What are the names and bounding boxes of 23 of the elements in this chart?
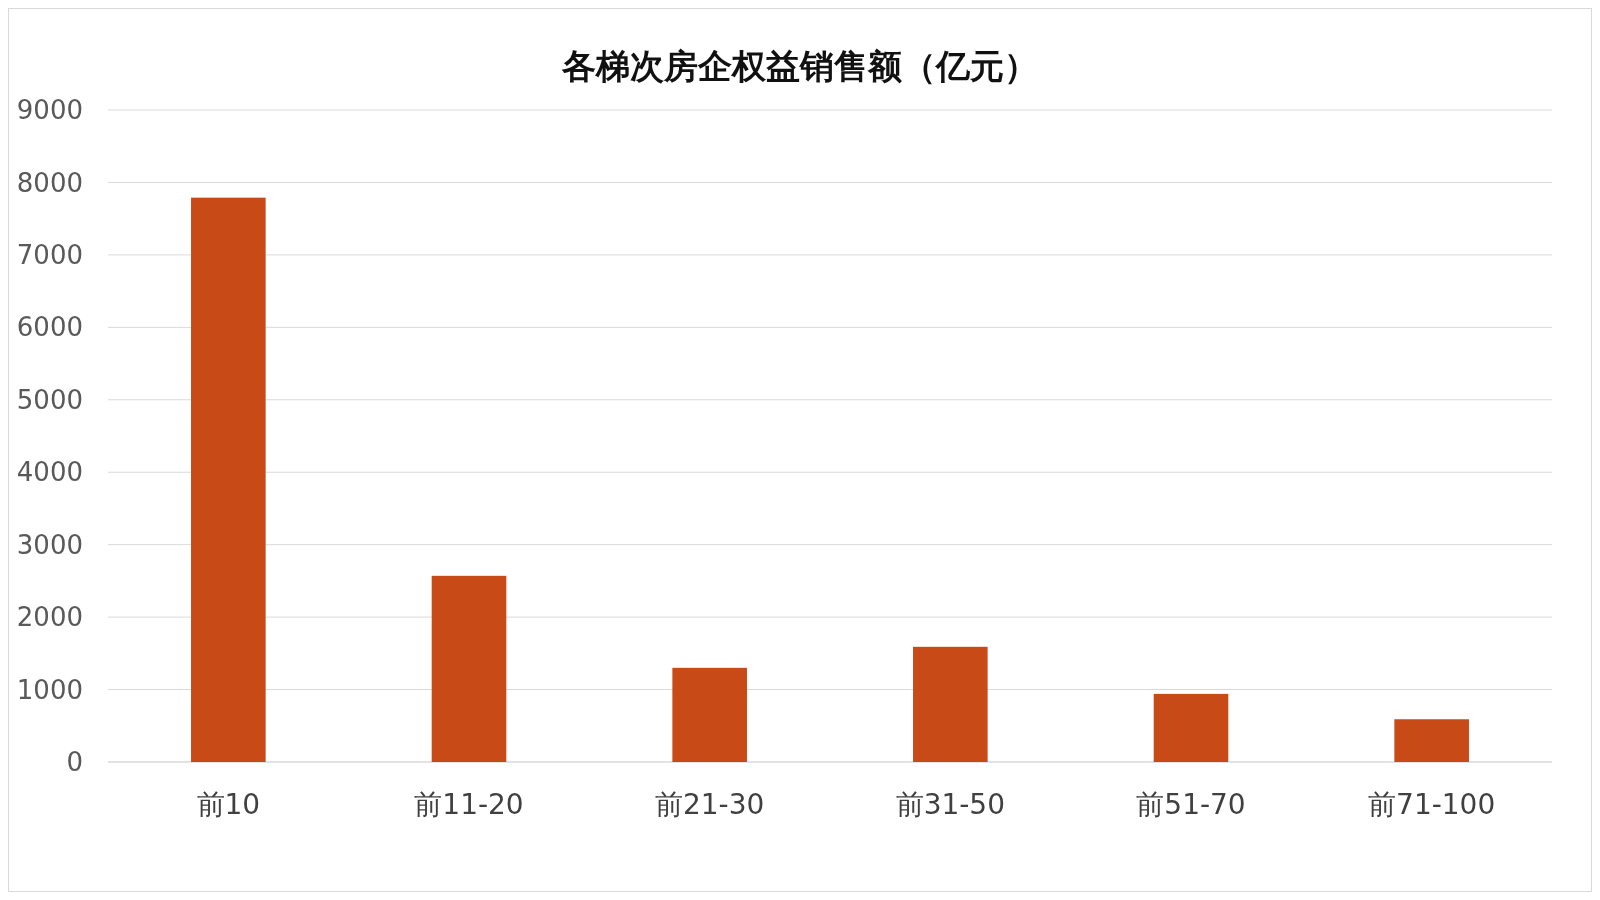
y-tick-label: 6000 xyxy=(16,312,83,343)
y-tick-label: 1000 xyxy=(16,674,83,705)
x-tick-label: 前10 xyxy=(196,788,261,821)
y-tick-label: 9000 xyxy=(16,95,83,126)
y-tick-label: 5000 xyxy=(16,384,83,415)
x-tick-label: 前11-20 xyxy=(414,788,524,821)
bar xyxy=(1394,719,1469,762)
chart-title: 各梯次房企权益销售额（亿元） xyxy=(561,46,1038,86)
x-tick-label: 前21-30 xyxy=(654,788,765,821)
bar xyxy=(191,197,266,762)
y-tick-label: 0 xyxy=(66,747,83,778)
x-tick-label: 前51-70 xyxy=(1136,788,1246,821)
y-tick-label: 2000 xyxy=(16,602,83,633)
y-tick-label: 8000 xyxy=(16,167,83,198)
y-tick-label: 3000 xyxy=(16,529,83,560)
y-tick-label: 7000 xyxy=(16,239,83,270)
bar xyxy=(672,667,747,762)
x-tick-label: 前71-100 xyxy=(1368,788,1496,821)
bar xyxy=(1153,693,1229,762)
bar xyxy=(913,646,988,762)
bar xyxy=(431,575,507,762)
y-tick-label: 4000 xyxy=(16,457,83,488)
x-tick-label: 前31-50 xyxy=(895,788,1006,821)
